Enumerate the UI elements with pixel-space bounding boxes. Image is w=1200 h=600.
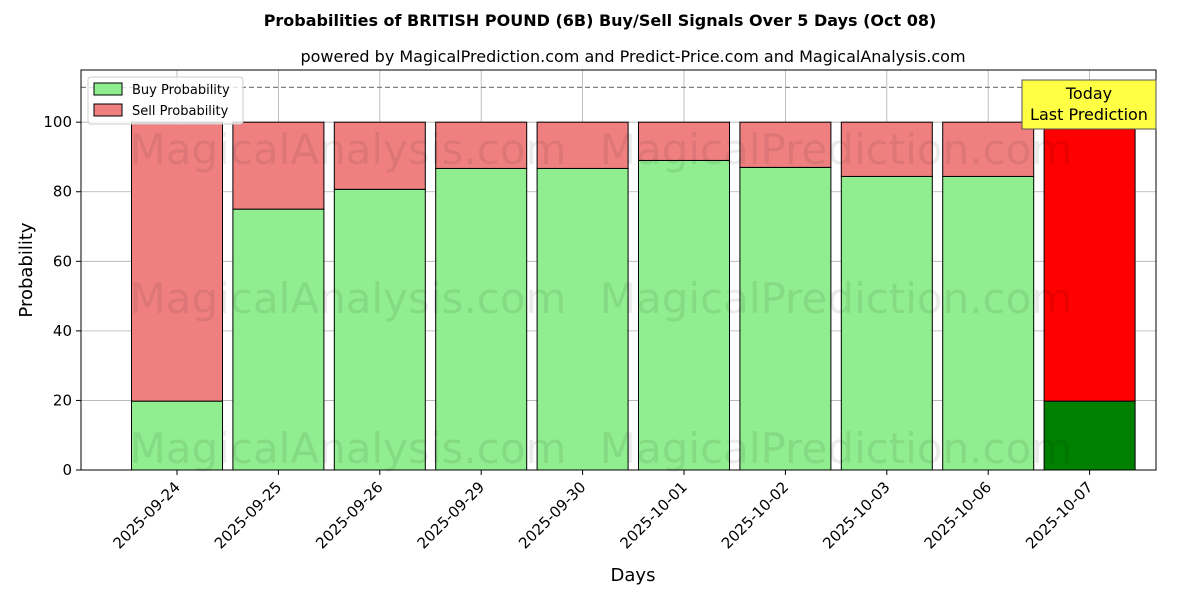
annotation-box (1021, 79, 1157, 130)
legend-swatch-buy (93, 82, 123, 96)
bar-sell-2025-09-29 (435, 121, 528, 169)
y-tick-label: 0 (62, 461, 72, 479)
watermark-text: MagicalPrediction.com (600, 274, 1073, 323)
bar-sell-2025-10-03 (840, 121, 933, 177)
bar-sell-2025-10-02 (739, 121, 832, 168)
y-tick-label: 60 (53, 252, 72, 270)
x-tick-label: 2025-10-01 (616, 478, 690, 552)
watermarks: MagicalAnalysis.com MagicalPrediction.com… (130, 125, 1073, 473)
bar-sell-2025-10-07 (1043, 121, 1136, 402)
y-axis-ticks: 0 20 40 60 80 100 (43, 113, 81, 479)
chart-subtitle: powered by MagicalPrediction.com and Pre… (300, 47, 965, 66)
bar-buy-2025-09-24 (131, 400, 223, 471)
y-tick-label: 20 (53, 391, 72, 409)
today-annotation: Today Last Prediction (1021, 79, 1157, 130)
x-tick-label: 2025-10-06 (921, 478, 995, 552)
watermark-text: MagicalPrediction.com (600, 125, 1073, 174)
annotation-line-1: Today (1065, 84, 1112, 103)
bar-buy-2025-10-01 (638, 159, 730, 471)
x-tick-label: 2025-10-07 (1022, 478, 1096, 552)
x-axis-label: Days (611, 565, 656, 586)
bar-buy-2025-09-30 (536, 167, 629, 471)
bar-buy-2025-10-06 (942, 175, 1035, 471)
bar-sell-2025-09-30 (536, 121, 629, 169)
x-tick-label: 2025-09-24 (109, 478, 183, 552)
x-axis-ticks: 2025-09-24 2025-09-25 2025-09-26 2025-09-29… (109, 470, 1096, 552)
watermark-text: MagicalPrediction.com (600, 424, 1073, 473)
y-tick-label: 40 (53, 322, 72, 340)
legend: Buy Probability Sell Probability (87, 76, 244, 125)
watermark-text: MagicalAnalysis.com (130, 125, 567, 174)
y-tick-label: 100 (43, 113, 72, 131)
x-tick-label: 2025-10-02 (718, 478, 792, 552)
legend-label-buy: Buy Probability (132, 83, 230, 98)
legend-box (87, 76, 244, 125)
y-tick-label: 80 (53, 183, 72, 201)
bar-buy-2025-10-02 (739, 166, 832, 471)
x-tick-label: 2025-09-29 (414, 478, 488, 552)
bar-sell-2025-10-01 (638, 121, 730, 161)
annotation-line-2: Last Prediction (1030, 105, 1148, 124)
watermark-text: MagicalAnalysis.com (130, 274, 567, 323)
x-tick-label: 2025-10-03 (819, 478, 893, 552)
bar-buy-2025-09-25 (232, 208, 325, 471)
y-axis-label: Probability (16, 222, 37, 317)
bar-buy-2025-10-07 (1043, 400, 1136, 471)
x-tick-label: 2025-09-30 (515, 478, 589, 552)
watermark-text: MagicalAnalysis.com (130, 424, 567, 473)
plot-frame (80, 69, 1157, 471)
legend-label-sell: Sell Probability (132, 104, 229, 119)
legend-swatch-sell (93, 103, 123, 117)
bar-sell-2025-10-06 (942, 121, 1035, 177)
x-tick-label: 2025-09-26 (312, 478, 386, 552)
bar-sell-2025-09-24 (131, 121, 223, 402)
bar-sell-2025-09-25 (232, 121, 325, 210)
chart-title: Probabilities of BRITISH POUND (6B) Buy/… (264, 11, 937, 30)
bar-sell-2025-09-26 (333, 121, 426, 190)
x-tick-label: 2025-09-25 (211, 478, 285, 552)
bars (131, 121, 1136, 471)
bar-buy-2025-10-03 (840, 175, 933, 471)
